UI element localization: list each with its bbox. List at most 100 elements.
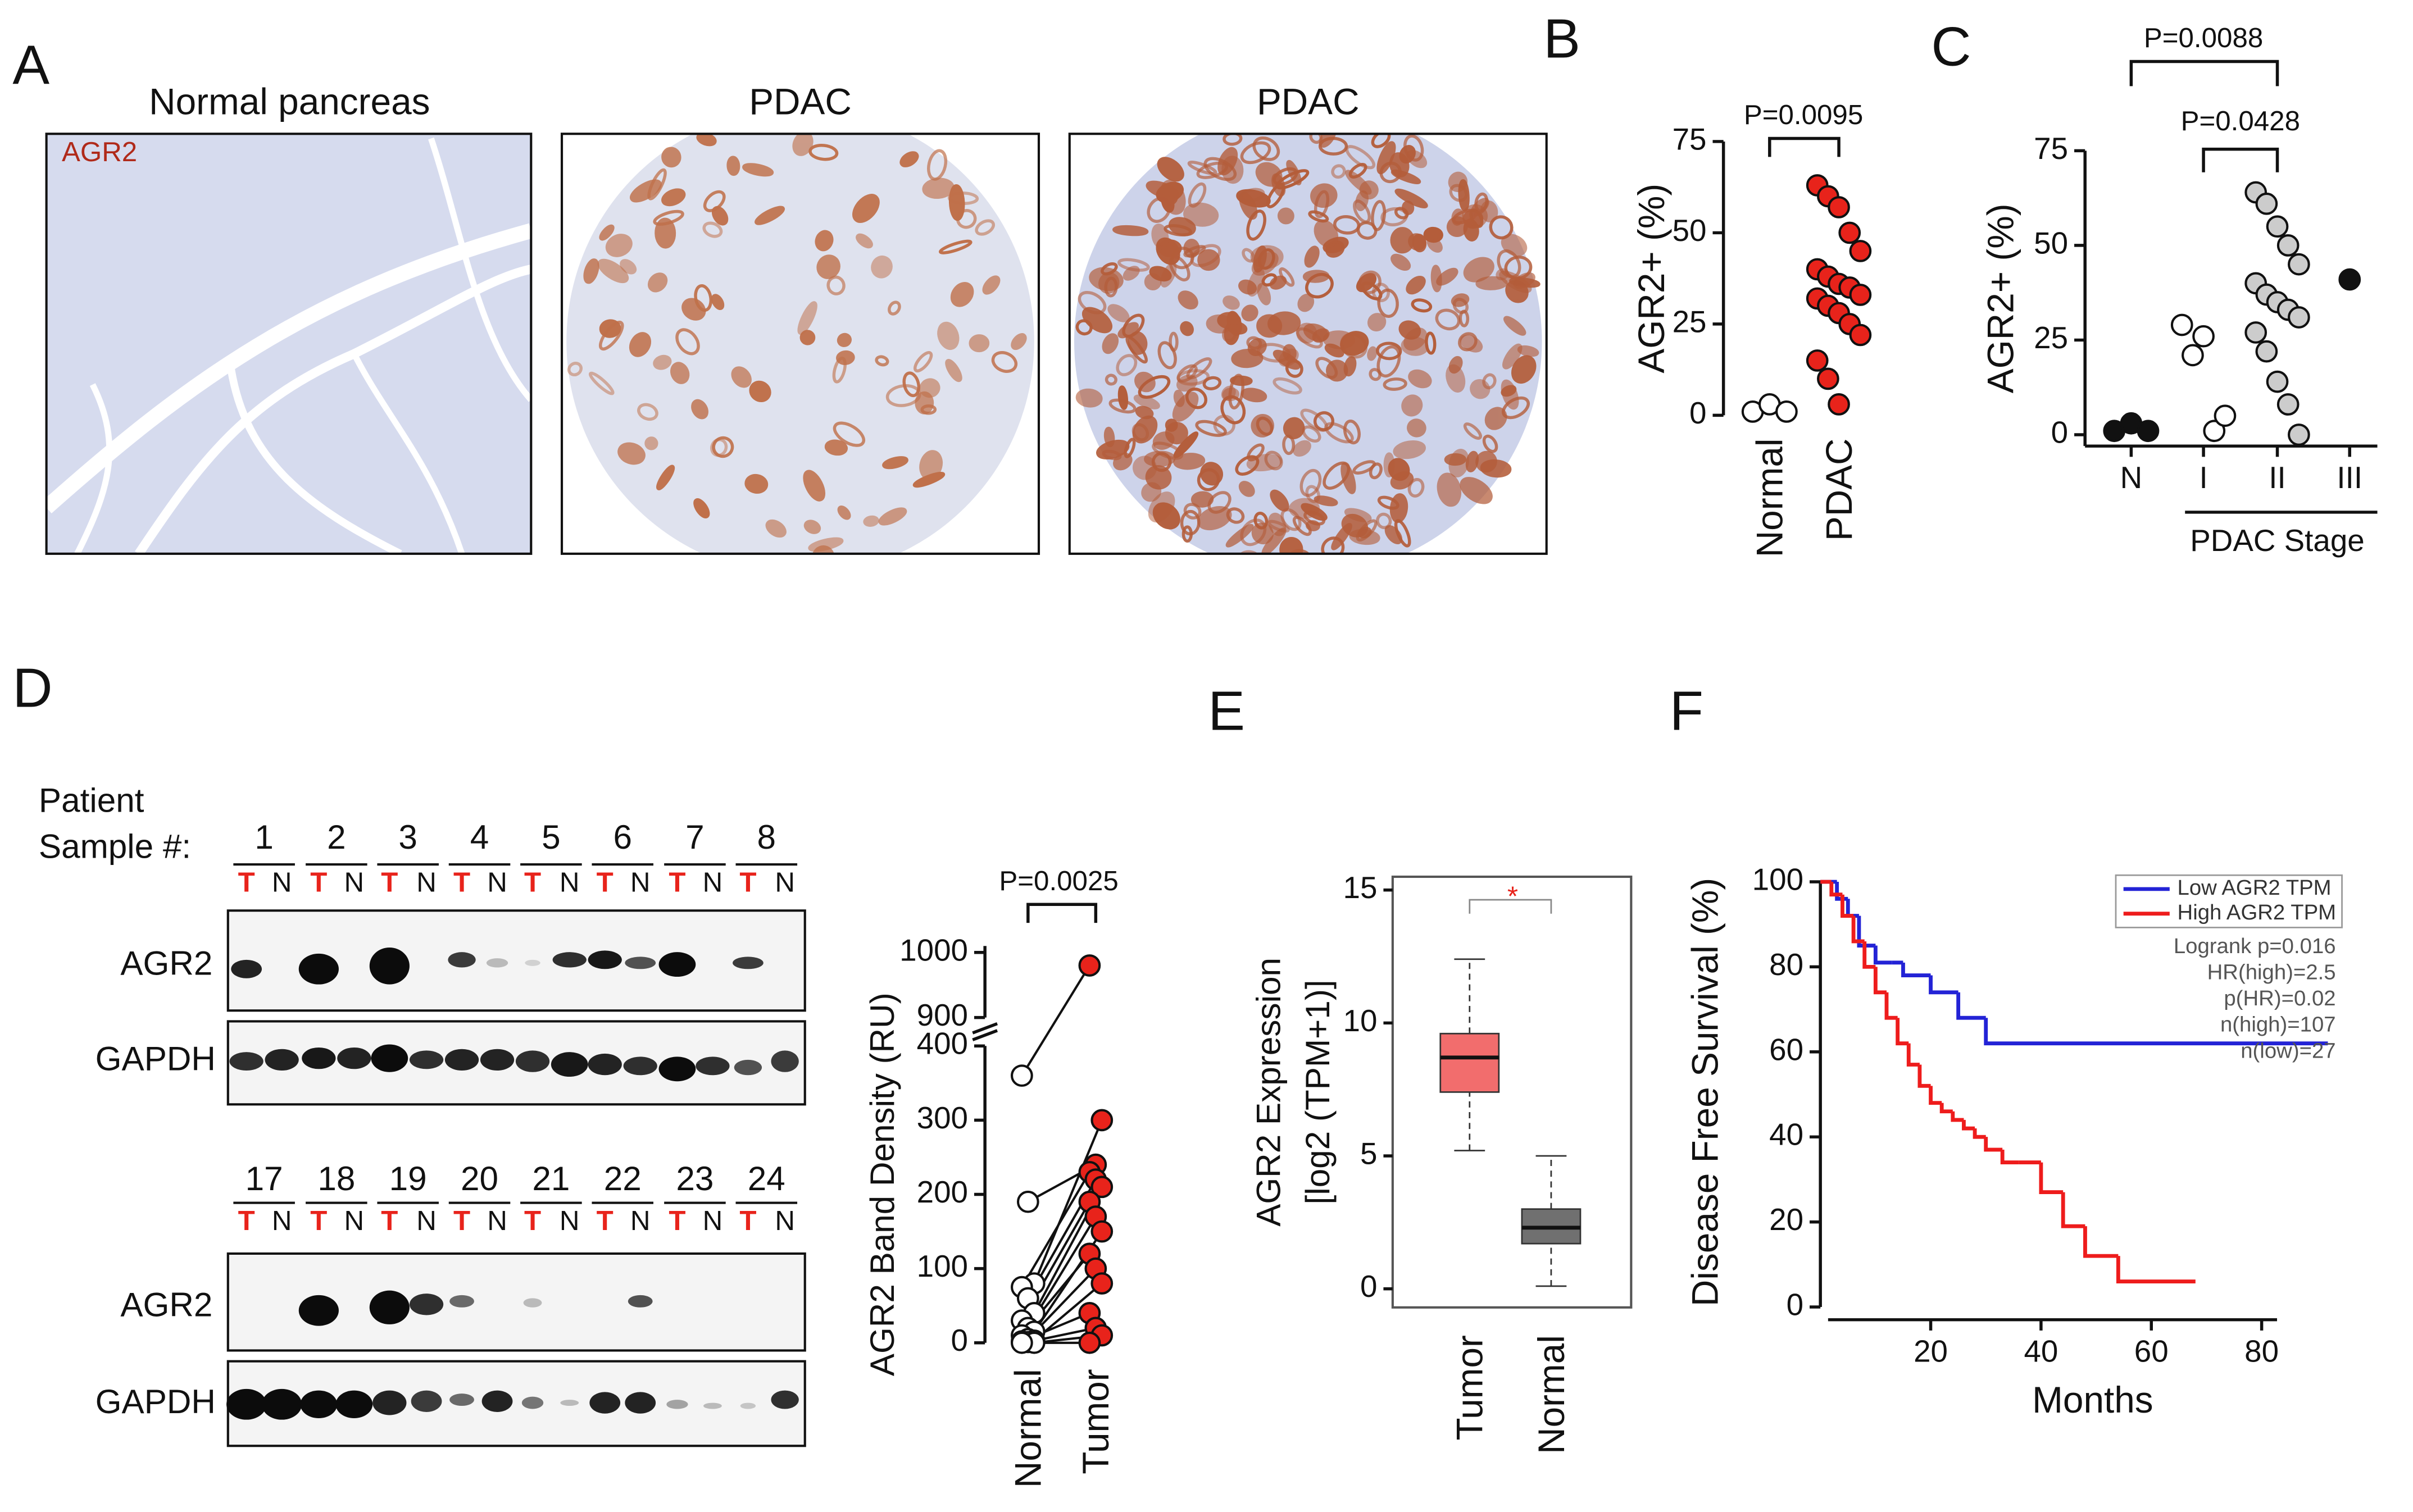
stain-blob xyxy=(1238,550,1260,554)
stain-blob xyxy=(702,221,723,238)
stain-blob xyxy=(1180,321,1194,336)
y-tick-label: 75 xyxy=(1673,121,1707,156)
stain-blob xyxy=(1331,164,1346,179)
stain-blob xyxy=(629,332,652,357)
data-point xyxy=(2192,325,2215,348)
bracket xyxy=(972,1029,998,1041)
stain-blob xyxy=(803,470,826,502)
stain-blob xyxy=(588,371,615,395)
stain-blob xyxy=(1384,525,1403,544)
panel-label: D xyxy=(12,657,52,718)
survival-step xyxy=(1906,1043,1920,1067)
survival-step xyxy=(1901,962,1931,977)
sample-number: 17 xyxy=(246,1159,283,1197)
stain-blob xyxy=(1376,345,1401,378)
stain-blob xyxy=(1425,331,1437,355)
stain-blob xyxy=(1403,327,1428,351)
stain-blob xyxy=(1482,434,1498,453)
y-axis-label: AGR2 Band Density (RU) xyxy=(863,992,901,1376)
sample-number: 7 xyxy=(685,818,705,856)
stain-blob xyxy=(749,380,771,403)
x-tick-label: Normal xyxy=(1531,1335,1572,1454)
stain-blob xyxy=(1221,156,1244,184)
stain-blob xyxy=(824,439,848,456)
x-tick-label: 20 xyxy=(1914,1333,1948,1368)
data-point xyxy=(1838,221,1861,244)
survival-step xyxy=(2039,1162,2064,1195)
x-tick-label: PDAC xyxy=(1819,438,1860,541)
stain-blob xyxy=(1469,208,1484,228)
stain-blob xyxy=(1343,420,1361,445)
bracket xyxy=(972,1022,998,1035)
pair-line xyxy=(1033,1119,1103,1284)
survival-step xyxy=(2116,1256,2196,1283)
stain-blob xyxy=(991,351,1018,373)
stain-blob xyxy=(1181,525,1193,543)
stain-blob xyxy=(1314,495,1338,507)
y-tick-label: 75 xyxy=(2034,131,2068,166)
data-point xyxy=(2137,420,2160,443)
stain-blob xyxy=(1411,298,1433,313)
stain-blob xyxy=(567,362,583,377)
survival-step xyxy=(1862,941,1876,969)
survival-step xyxy=(1929,1086,1942,1105)
y-tick-label: 0 xyxy=(2051,415,2068,449)
stain-blob xyxy=(1463,422,1482,440)
stain-blob xyxy=(1369,368,1382,381)
stain-blob xyxy=(799,330,816,345)
stain-blob xyxy=(691,399,708,420)
lane-label: N xyxy=(775,867,795,898)
stain-blob xyxy=(1475,276,1508,290)
stain-blob xyxy=(1348,163,1367,179)
y-tick-label: 0 xyxy=(1689,395,1706,430)
stain-blob xyxy=(1246,210,1266,241)
stain-blob xyxy=(1011,333,1027,350)
stain-blob xyxy=(1484,407,1507,430)
data-point xyxy=(2182,344,2204,367)
stain-blob xyxy=(1356,519,1378,542)
stain-blob xyxy=(1300,408,1329,432)
p-value: P=0.0088 xyxy=(2144,22,2263,53)
stain-blob xyxy=(950,282,974,307)
sample-number: 20 xyxy=(461,1159,498,1197)
stain-blob xyxy=(1273,349,1301,370)
survival-step xyxy=(1984,1137,2003,1152)
stain-blob xyxy=(1310,183,1338,208)
stain-blob xyxy=(755,206,785,225)
tissue-pdac xyxy=(566,134,1034,554)
tissue-normal xyxy=(46,134,531,554)
stain-blob xyxy=(710,438,728,457)
stain-blob xyxy=(1273,167,1298,186)
survival-step xyxy=(1857,916,1876,948)
stain-blob xyxy=(1376,341,1402,361)
stain-blob xyxy=(1280,508,1302,531)
protein-label: GAPDH xyxy=(96,1040,216,1078)
stain-blob xyxy=(1279,537,1303,554)
lane-label: N xyxy=(703,867,723,898)
sample-number: 23 xyxy=(676,1159,714,1197)
stain-blob xyxy=(1301,503,1328,521)
y-tick-label: 80 xyxy=(1769,947,1803,982)
stain-blob xyxy=(1240,388,1267,403)
stain-blob xyxy=(661,188,686,207)
stain-blob xyxy=(1383,377,1407,391)
p-value: P=0.0025 xyxy=(999,866,1118,896)
stain-blob xyxy=(1367,313,1387,332)
stain-blob xyxy=(644,436,658,450)
lane-label: N xyxy=(344,867,365,898)
data-point xyxy=(2214,404,2237,427)
stain-blob xyxy=(675,328,700,356)
data-point xyxy=(2255,340,2278,363)
lane-label: N xyxy=(272,1205,292,1236)
data-point xyxy=(2266,370,2289,393)
stain-blob xyxy=(1081,307,1112,334)
stain-blob xyxy=(1256,416,1274,436)
stain-blob xyxy=(1399,145,1416,164)
lane-label: T xyxy=(597,867,614,898)
lane-label: N xyxy=(272,867,292,898)
survival-step xyxy=(1917,1064,1931,1088)
survival-step xyxy=(1984,1018,2328,1046)
stain-blob xyxy=(1380,207,1408,226)
pair-line xyxy=(1021,964,1091,1077)
lane-label: N xyxy=(416,1205,437,1236)
